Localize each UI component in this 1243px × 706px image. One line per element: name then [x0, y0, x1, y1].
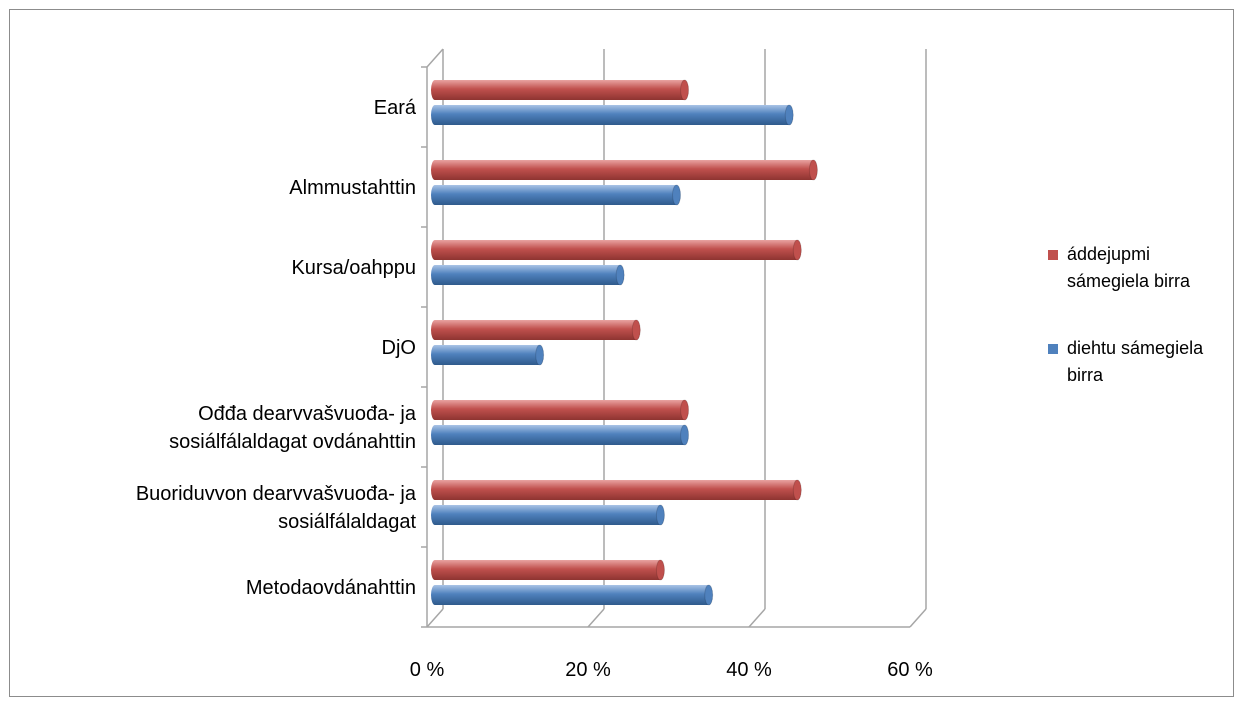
category-label: Metodaovdánahttin	[246, 577, 416, 599]
gridline-floor	[909, 608, 927, 628]
legend-label: sámegiela birra	[1067, 271, 1191, 291]
x-tick-label: 20 %	[565, 659, 611, 681]
bar	[431, 424, 690, 446]
bar	[431, 184, 681, 206]
bar	[431, 344, 545, 366]
legend-swatch	[1048, 344, 1058, 354]
bar	[431, 399, 690, 421]
bar	[431, 239, 802, 261]
bar	[431, 584, 714, 606]
legend-entry: áddejupmi sámegiela birra	[1048, 244, 1191, 291]
legend-label: diehtu sámegiela	[1067, 338, 1204, 358]
bar	[431, 559, 665, 581]
bar	[431, 319, 641, 341]
bar	[431, 264, 625, 286]
gridline-floor	[587, 608, 605, 628]
category-label: DjO	[382, 337, 416, 359]
bar	[431, 104, 794, 126]
x-tick-labels: 0 % 20 % 40 % 60 %	[410, 659, 933, 681]
x-tick-label: 60 %	[887, 659, 933, 681]
legend-swatch	[1048, 250, 1058, 260]
category-label: sosiálfálaldagat	[278, 511, 416, 533]
axis-top-depth	[426, 48, 444, 68]
bar	[431, 159, 818, 181]
category-label: sosiálfálaldagat ovdánahttin	[169, 431, 416, 453]
x-tick-label: 40 %	[726, 659, 772, 681]
bar	[431, 504, 665, 526]
legend-label: áddejupmi	[1067, 244, 1150, 264]
legend-entry: diehtu sámegiela birra	[1048, 338, 1204, 385]
gridline-floor	[426, 608, 444, 628]
bar	[431, 479, 802, 501]
bars	[431, 79, 818, 606]
chart-frame	[9, 9, 1234, 697]
category-labels: Metodaovdánahttin Buoriduvvon dearvvašvuo…	[136, 97, 417, 599]
legend-label: birra	[1067, 365, 1104, 385]
category-label: Buoriduvvon dearvvašvuođa- ja	[136, 483, 417, 505]
gridline-floor	[748, 608, 766, 628]
x-tick-label: 0 %	[410, 659, 445, 681]
category-label: Almmustahttin	[289, 177, 416, 199]
legend: áddejupmi sámegiela birra diehtu sámegiela…	[1048, 244, 1204, 385]
category-label: Ođđa dearvvašvuođa- ja	[198, 403, 417, 425]
category-label: Kursa/oahppu	[291, 257, 416, 279]
bar	[431, 79, 690, 101]
category-label: Eará	[374, 97, 417, 119]
